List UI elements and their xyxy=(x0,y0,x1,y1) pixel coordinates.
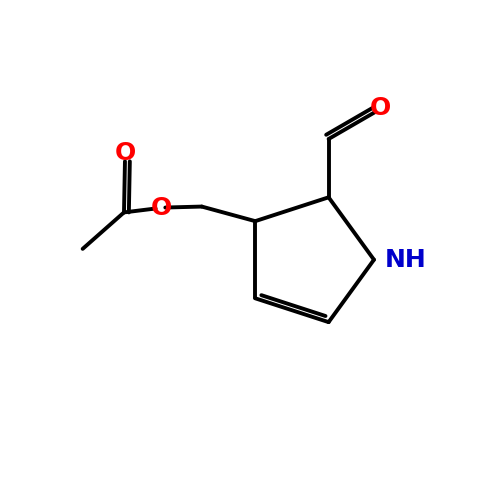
Text: O: O xyxy=(114,141,136,165)
Text: O: O xyxy=(370,96,392,120)
Text: NH: NH xyxy=(384,248,426,272)
Text: O: O xyxy=(151,196,172,220)
